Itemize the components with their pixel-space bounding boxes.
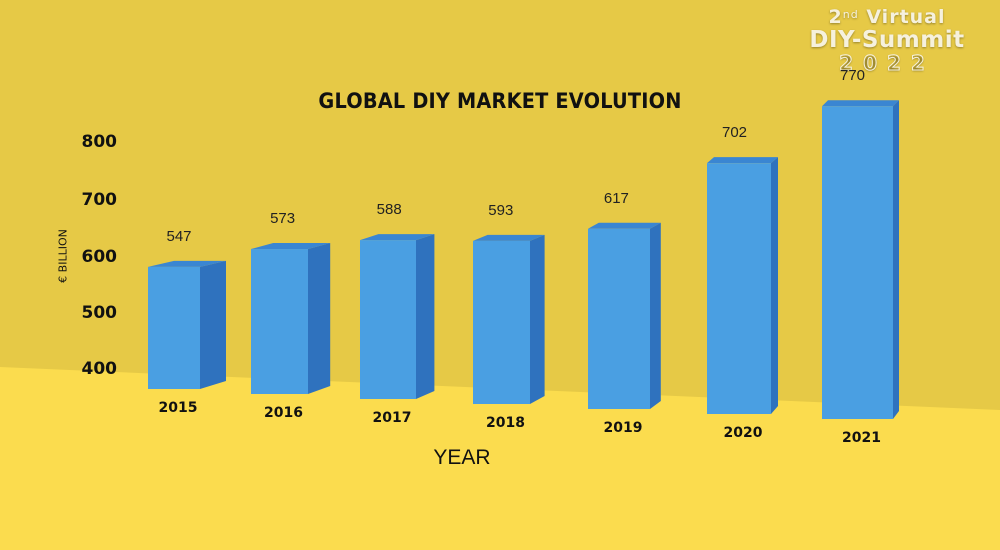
bar-front: [473, 240, 530, 404]
bar-side: [200, 260, 226, 389]
bar-top: [360, 234, 435, 241]
bar-top: [251, 243, 331, 250]
x-axis-label: YEAR: [433, 446, 491, 469]
chart-title: GLOBAL DIY MARKET EVOLUTION: [318, 89, 682, 113]
logo-line-3: 2022: [839, 51, 935, 75]
x-tick-label: 2020: [723, 425, 763, 441]
bar-top: [588, 222, 661, 229]
bar-front: [707, 163, 771, 414]
bar-side: [416, 234, 435, 399]
bar-side: [893, 100, 899, 419]
bar: [148, 260, 226, 389]
bar-side: [530, 234, 545, 404]
bar: [251, 243, 331, 394]
x-tick-label: 2018: [486, 415, 525, 431]
x-tick-label: 2017: [372, 410, 412, 426]
bar-top: [822, 100, 899, 107]
y-tick-label: 400: [81, 359, 118, 379]
bar-top: [707, 157, 778, 164]
logo-line-2: DIY-Summit: [809, 27, 965, 53]
bar-value-label: 547: [166, 227, 192, 245]
bar: [707, 157, 778, 415]
logo-virtual: Virtual: [866, 6, 946, 28]
bar-value-label: 617: [603, 189, 629, 207]
bar-top: [148, 260, 226, 267]
logo-edition-number: 2: [828, 6, 843, 28]
bar-side: [771, 157, 778, 415]
bar-front: [251, 249, 308, 394]
y-tick-label: 700: [81, 190, 118, 210]
bar-value-label: 593: [488, 201, 514, 219]
bar: [473, 234, 545, 404]
bar-side: [650, 222, 661, 409]
x-tick-label: 2021: [842, 430, 881, 446]
bar-value-label: 588: [376, 201, 402, 219]
x-tick-label: 2016: [264, 405, 303, 421]
bar-front: [822, 106, 893, 419]
y-tick-label: 800: [81, 132, 118, 152]
x-tick-label: 2015: [158, 400, 198, 416]
bar-value-label: 770: [839, 67, 866, 85]
bar-front: [360, 240, 416, 399]
summit-logo: 2nd Virtual DIY-Summit 2022: [792, 8, 982, 75]
logo-edition-suffix: nd: [842, 8, 859, 21]
bar-value-label: 573: [270, 210, 296, 228]
bar-value-label: 702: [721, 124, 748, 142]
bar-side: [308, 243, 331, 394]
logo-line-1: 2nd Virtual: [792, 8, 982, 27]
bar: [588, 222, 661, 409]
bar-front: [588, 228, 650, 409]
bar-top: [473, 234, 545, 241]
y-tick-label: 600: [81, 247, 118, 267]
bars-layer: [148, 100, 899, 419]
bar: [822, 100, 899, 419]
bar-front: [148, 266, 200, 389]
bar: [360, 234, 435, 399]
y-tick-label: 500: [81, 303, 118, 323]
x-tick-label: 2019: [603, 420, 643, 436]
